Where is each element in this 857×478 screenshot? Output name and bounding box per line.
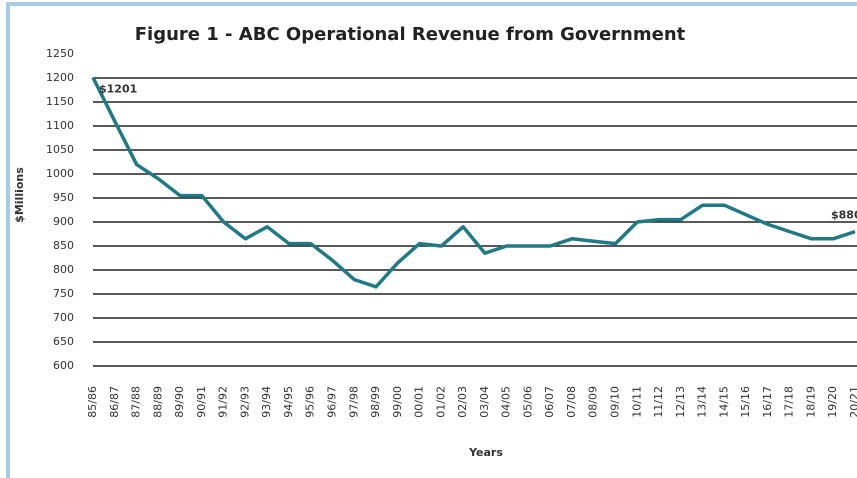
frame-border xyxy=(6,2,857,478)
x-tick-label: 15/16 xyxy=(739,386,752,418)
x-tick-label: 90/91 xyxy=(195,386,208,418)
data-line xyxy=(91,76,856,289)
x-tick-label: 09/10 xyxy=(609,386,622,418)
x-tick-label: 91/92 xyxy=(217,386,230,418)
x-tick-label: 97/98 xyxy=(347,386,360,418)
x-axis-label: Years xyxy=(468,446,503,459)
x-tick-label: 96/97 xyxy=(325,386,338,418)
y-tick-label: 700 xyxy=(53,311,74,324)
x-tick-label: 04/05 xyxy=(500,386,513,418)
y-tick-label: 1100 xyxy=(46,119,74,132)
x-tick-label: 94/95 xyxy=(282,386,295,418)
x-tick-label: 18/19 xyxy=(804,386,817,418)
x-tick-label: 05/06 xyxy=(521,386,534,418)
x-tick-label: 88/89 xyxy=(151,386,164,418)
x-tick-label: 07/08 xyxy=(565,386,578,418)
x-tick-label: 92/93 xyxy=(238,386,251,418)
data-label: $1201 xyxy=(99,83,137,96)
x-tick-label: 10/11 xyxy=(630,386,643,418)
x-tick-label: 13/14 xyxy=(696,386,709,418)
x-tick-label: 02/03 xyxy=(456,386,469,418)
y-tick-label: 650 xyxy=(53,335,74,348)
x-tick-label: 12/13 xyxy=(674,386,687,418)
chart-title: Figure 1 - ABC Operational Revenue from … xyxy=(135,24,686,45)
y-tick-label: 1000 xyxy=(46,167,74,180)
x-tick-label: 00/01 xyxy=(413,386,426,418)
x-tick-label: 98/99 xyxy=(369,386,382,418)
x-tick-label: 14/15 xyxy=(717,386,730,418)
x-tick-label: 03/04 xyxy=(478,386,491,418)
x-tick-label: 99/00 xyxy=(391,386,404,418)
x-tick-label: 01/02 xyxy=(434,386,447,418)
x-tick-label: 87/88 xyxy=(130,386,143,418)
y-tick-label: 750 xyxy=(53,287,74,300)
data-label: $880 xyxy=(831,209,857,222)
x-tick-label: 19/20 xyxy=(826,386,839,418)
x-tick-label: 08/09 xyxy=(587,386,600,418)
x-tick-label: 93/94 xyxy=(260,386,273,418)
x-tick-label: 06/07 xyxy=(543,386,556,418)
x-tick-label: 11/12 xyxy=(652,386,665,418)
y-tick-label: 600 xyxy=(53,359,74,372)
y-tick-label: 850 xyxy=(53,239,74,252)
x-tick-label: 17/18 xyxy=(783,386,796,418)
y-tick-label: 1200 xyxy=(46,71,74,84)
x-tick-label: 20/21 xyxy=(848,386,857,418)
y-tick-label: 800 xyxy=(53,263,74,276)
x-tick-label: 95/96 xyxy=(304,386,317,418)
x-tick-label: 89/90 xyxy=(173,386,186,418)
y-tick-label: 1150 xyxy=(46,95,74,108)
x-tick-label: 86/87 xyxy=(108,386,121,418)
y-tick-label: 900 xyxy=(53,215,74,228)
y-tick-label: 1250 xyxy=(46,47,74,60)
y-axis-label: $Millions xyxy=(13,167,26,223)
x-tick-label: 85/86 xyxy=(86,386,99,418)
x-tick-label: 16/17 xyxy=(761,386,774,418)
y-tick-label: 950 xyxy=(53,191,74,204)
y-tick-label: 1050 xyxy=(46,143,74,156)
